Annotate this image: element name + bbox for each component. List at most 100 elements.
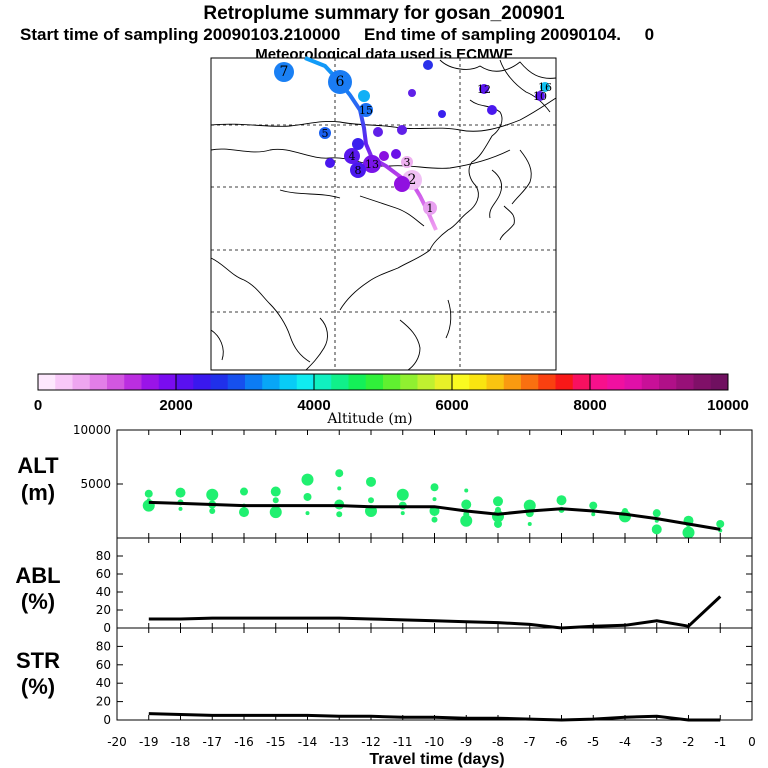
scatter-point [589,501,598,510]
scatter-point [335,469,344,478]
series-line [148,595,722,630]
cluster-marker [540,82,550,92]
scatter-point [651,524,662,535]
cluster-marker [408,89,416,97]
end-time-suffix: 0 [644,25,655,44]
colorbar-cell [38,374,56,390]
scatter-point [368,497,374,504]
trajectory-label: 8 [355,164,362,177]
scatter-point [366,476,376,487]
trajectory-label: 2 [408,172,417,188]
x-axis-label: Travel time (days) [369,751,504,768]
cluster-marker [397,125,407,135]
colorbar-cell [314,374,332,390]
trajectory-label: 1 [427,202,434,215]
colorbar-cell [383,374,401,390]
scatter-point [239,507,249,518]
y-tick-label: 80 [96,639,111,653]
colorbar-cell [452,374,470,390]
scatter-point [269,506,282,519]
trajectory-label: 12 [477,83,491,96]
colorbar-cell [210,374,229,390]
cluster-marker [325,158,335,168]
cluster-marker [535,91,545,101]
scatter-point [209,508,216,514]
cluster-marker [363,155,381,173]
trajectory-label: 10 [533,90,547,103]
x-tick-label: -14 [298,735,318,749]
colorbar-cell [331,374,349,390]
colorbar-cell [72,374,91,390]
scatter-point [396,488,409,501]
scatter-point [652,509,661,518]
colorbar-cell [486,374,505,390]
scatter-point [301,473,314,486]
sampling-times: Start time of sampling 20090103.210000 E… [20,25,760,45]
colorbar-cell [624,374,643,390]
colorbar-cell [417,374,436,390]
alt-panel: ALT(m) 5000 10000 [17,423,753,539]
map-frame [210,57,557,371]
cluster-marker [350,162,366,178]
end-time-label: End time of sampling 20090104. [363,25,621,44]
colorbar-cell [365,374,384,390]
cluster-marker [401,156,413,168]
colorbar-cell [296,374,315,390]
scatter-point [460,514,473,527]
colorbar-cell [676,374,694,390]
colorbar: 0 2000 4000 6000 8000 10000 Altitude (m) [34,373,749,427]
trajectory-label: 6 [336,74,345,90]
trajectory-label: 13 [365,158,379,171]
y-tick-label: 20 [96,603,111,617]
colorbar-cell [158,374,177,390]
cluster-marker [423,201,437,215]
scatter-point [240,487,248,496]
colorbar-cell [710,374,729,390]
colorbar-tick-label: 8000 [573,397,606,414]
x-tick-label: -10 [425,735,445,749]
scatter-point [591,512,596,517]
colorbar-cell [245,374,263,390]
cluster-marker [352,138,364,150]
colorbar-cell [693,374,712,390]
cluster-marker [319,127,331,139]
scatter-point [527,521,532,526]
x-tick-label: -11 [393,735,413,749]
y-tick-label: 80 [96,549,111,563]
colorbar-cell [89,374,108,390]
colorbar-label: Altitude (m) [326,411,412,427]
series-line [148,500,721,531]
colorbar-cell [400,374,418,390]
colorbar-cell [641,374,660,390]
cluster-marker [379,151,389,161]
chart-title: Retroplume summary for gosan_200901 [203,3,565,24]
map-gridlines [211,58,556,370]
x-tick-label: -19 [139,735,159,749]
cluster-marker [438,110,446,118]
cluster-marker [274,62,294,82]
cluster-marker [344,148,360,164]
start-time-label: Start time of sampling 20090103.210000 [20,25,341,44]
cluster-marker [423,60,433,70]
x-tick-label: -15 [266,735,286,749]
panel-frame [116,627,753,721]
y-tick-label: 40 [96,585,111,599]
colorbar-cell [659,374,677,390]
cluster-marker [373,127,383,137]
scatter-point [682,526,695,539]
trajectory-label: 5 [322,127,329,140]
x-tick-label: -17 [202,735,222,749]
scatter-point [175,487,186,498]
colorbar-tick-label: 2000 [159,397,192,414]
scatter-point [303,492,312,501]
colorbar-cell [279,374,298,390]
scatter-point [400,511,405,516]
scatter-point [144,489,153,498]
panel-title: ABL [15,563,60,588]
colorbar-tick-label: 10000 [707,397,749,414]
colorbar-cell [538,374,556,390]
scatter-point [272,497,279,504]
colorbar-cell [555,374,574,390]
